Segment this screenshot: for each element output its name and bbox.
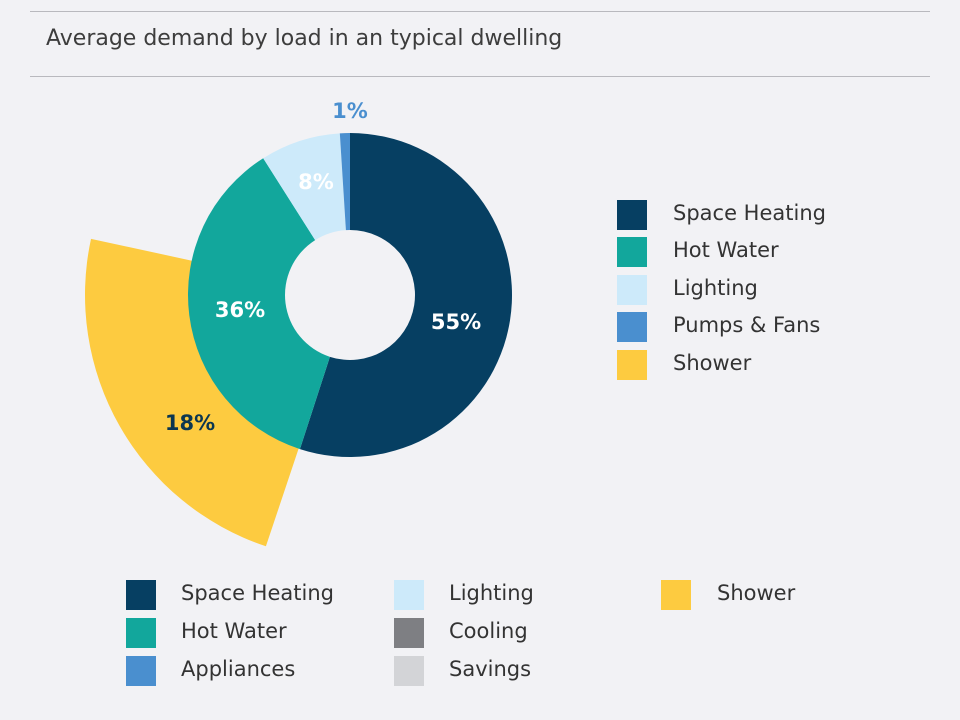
legend-label: Hot Water	[181, 619, 287, 643]
legend-label: Shower	[673, 351, 752, 375]
data-label-lighting: 8%	[298, 170, 334, 194]
legend-swatch	[617, 312, 647, 342]
legend-label: Shower	[717, 581, 796, 605]
legend-label: Pumps & Fans	[673, 313, 821, 337]
legend-swatch	[617, 200, 647, 230]
legend-swatch	[617, 237, 647, 267]
legend-swatch	[126, 618, 156, 648]
legend-label: Space Heating	[181, 581, 334, 605]
legend-label: Savings	[449, 657, 532, 681]
legend-swatch	[394, 656, 424, 686]
legend-label: Cooling	[449, 619, 528, 643]
legend-label: Space Heating	[673, 201, 826, 225]
slice-shower	[85, 238, 300, 547]
legend-swatch	[394, 580, 424, 610]
title-rule	[30, 76, 930, 77]
legend-label: Lighting	[673, 276, 758, 300]
data-label-pumps-and-fans: 1%	[332, 99, 368, 123]
legend-swatch	[126, 656, 156, 686]
legend-label: Hot Water	[673, 238, 779, 262]
data-label-space-heating: 55%	[431, 310, 481, 334]
legend-swatch	[617, 350, 647, 380]
legend-swatch	[126, 580, 156, 610]
data-label-shower: 18%	[165, 411, 215, 435]
chart-title: Average demand by load in an typical dwe…	[46, 26, 563, 51]
slice-pumps-and-fans	[339, 133, 350, 231]
legend-label: Appliances	[181, 657, 296, 681]
legend-label: Lighting	[449, 581, 534, 605]
slice-lighting	[263, 133, 346, 241]
legend-swatch	[394, 618, 424, 648]
slice-space-heating	[299, 133, 512, 458]
data-label-hot-water: 36%	[215, 298, 265, 322]
legend-swatch	[617, 275, 647, 305]
slice-hot-water	[187, 158, 330, 450]
top-rule	[30, 11, 930, 12]
legend-swatch	[661, 580, 691, 610]
